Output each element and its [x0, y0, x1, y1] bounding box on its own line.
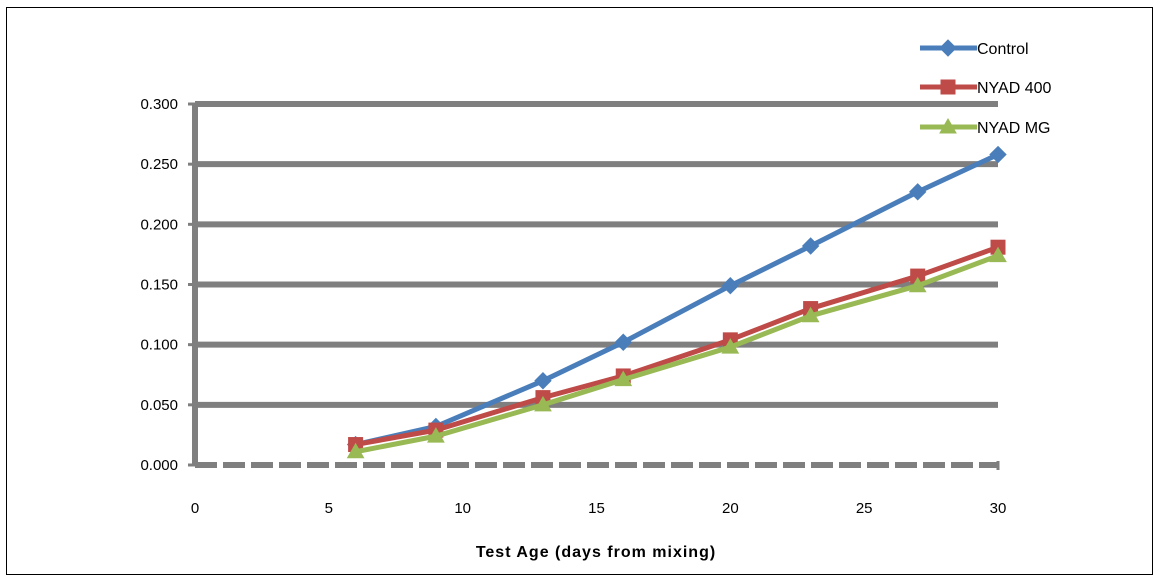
x-tick-label: 30: [990, 500, 1007, 517]
legend-label: NYAD 400: [977, 80, 1052, 97]
data-point: [801, 237, 820, 255]
y-tick-labels: 0.000 0.050 0.100 0.150 0.200 0.250 0.300: [140, 96, 178, 474]
data-point: [908, 276, 927, 293]
data-point: [721, 338, 740, 354]
y-tick-label: 0.250: [140, 156, 178, 173]
legend-item: NYAD 400: [920, 79, 1052, 97]
y-tick-label: 0.150: [140, 277, 178, 294]
data-point: [614, 370, 633, 387]
legend-label: NYAD MG: [977, 120, 1050, 137]
data-point: [427, 427, 445, 443]
x-tick-label: 0: [191, 500, 199, 517]
series-line: [353, 253, 1001, 455]
gridlines: [195, 101, 998, 408]
data-point: [614, 333, 632, 351]
series-group: [346, 145, 1007, 459]
legend: Control NYAD 400 NYAD MG: [920, 39, 1052, 137]
legend-marker: [939, 117, 957, 134]
data-point: [908, 183, 927, 201]
x-tick-label: 20: [722, 500, 739, 517]
x-axis-title: Test Age (days from mixing): [476, 544, 716, 561]
y-tick-label: 0.300: [140, 96, 178, 113]
data-point: [721, 276, 740, 295]
data-point: [989, 145, 1007, 164]
legend-item: NYAD MG: [920, 117, 1050, 137]
x-tick-label: 15: [588, 500, 605, 517]
series-line: [353, 152, 1001, 448]
x-tick-labels: 0 5 10 15 20 25 30: [191, 500, 1007, 517]
data-point: [534, 395, 552, 412]
y-tick-label: 0.050: [140, 397, 178, 414]
axes: [188, 102, 1000, 470]
legend-marker: [939, 39, 957, 57]
legend-item: Control: [920, 39, 1029, 58]
data-point: [534, 372, 552, 390]
legend-label: Control: [977, 41, 1029, 58]
x-tick-label: 10: [454, 500, 471, 517]
x-tick-label: 25: [856, 500, 873, 517]
data-point: [989, 246, 1007, 263]
y-tick-label: 0.000: [140, 457, 178, 474]
y-tick-label: 0.200: [140, 216, 178, 233]
y-tick-label: 0.100: [140, 337, 178, 354]
data-point: [801, 306, 820, 323]
x-tick-label: 5: [325, 500, 333, 517]
legend-marker: [940, 79, 956, 95]
series-line: [353, 244, 1001, 448]
series-nyad-mg: [346, 246, 1007, 459]
data-point: [346, 442, 365, 459]
